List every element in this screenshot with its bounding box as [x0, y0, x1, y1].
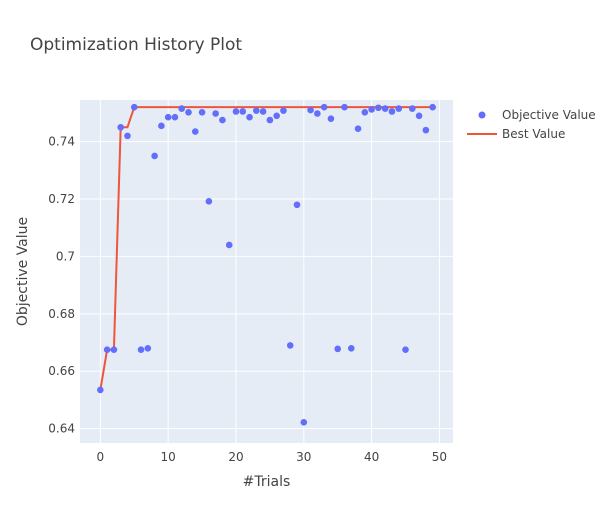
objective-value-point[interactable] [273, 112, 280, 120]
objective-value-point[interactable] [415, 112, 423, 120]
objective-value-point[interactable] [171, 113, 179, 121]
objective-value-point[interactable] [246, 113, 253, 121]
objective-value-point[interactable] [307, 106, 314, 114]
objective-value-point[interactable] [212, 110, 219, 117]
objective-value-point[interactable] [388, 108, 396, 115]
objective-value-point[interactable] [300, 419, 308, 426]
objective-value-point[interactable] [198, 109, 206, 116]
objective-value-point[interactable] [368, 106, 375, 113]
x-tick-label: 40 [364, 450, 379, 464]
objective-value-point[interactable] [314, 110, 321, 117]
objective-value-point[interactable] [402, 346, 409, 354]
y-tick-label: 0.66 [48, 364, 75, 378]
legend-item-objective[interactable]: Objective Value [478, 108, 596, 122]
y-tick-label: 0.7 [56, 249, 75, 263]
y-axis-title: Objective Value [15, 217, 31, 326]
y-tick-label: 0.72 [48, 192, 75, 206]
objective-value-point[interactable] [110, 346, 118, 354]
x-axis-ticks: 0 10 20 30 40 50 [97, 450, 448, 464]
x-axis-title: #Trials [243, 474, 291, 490]
legend-marker-icon [478, 111, 486, 119]
objective-value-point[interactable] [191, 128, 199, 135]
chart-title: Optimization History Plot [30, 35, 242, 55]
objective-value-point[interactable] [259, 108, 267, 115]
x-tick-label: 30 [296, 450, 311, 464]
y-tick-label: 0.68 [48, 307, 75, 321]
y-tick-label: 0.74 [48, 135, 75, 149]
objective-value-point[interactable] [232, 108, 240, 115]
objective-value-point[interactable] [219, 116, 226, 124]
objective-value-point[interactable] [239, 108, 247, 115]
objective-value-point[interactable] [422, 126, 430, 134]
objective-value-point[interactable] [280, 107, 287, 114]
x-tick-label: 10 [161, 450, 176, 464]
objective-value-point[interactable] [286, 342, 294, 349]
objective-value-point[interactable] [144, 344, 152, 352]
legend-label-best: Best Value [502, 127, 565, 141]
objective-value-point[interactable] [130, 103, 138, 111]
objective-value-point[interactable] [151, 152, 158, 160]
objective-value-point[interactable] [347, 344, 355, 352]
objective-value-point[interactable] [341, 103, 348, 111]
legend-item-best[interactable]: Best Value [467, 127, 565, 141]
objective-value-point[interactable] [266, 116, 274, 124]
x-tick-label: 20 [228, 450, 243, 464]
objective-value-point[interactable] [117, 123, 124, 131]
objective-value-point[interactable] [205, 198, 213, 205]
x-tick-label: 50 [432, 450, 447, 464]
objective-value-point[interactable] [334, 345, 342, 353]
objective-value-point[interactable] [327, 115, 335, 122]
objective-value-point[interactable] [354, 125, 362, 133]
objective-value-point[interactable] [253, 107, 260, 114]
objective-value-point[interactable] [409, 105, 416, 112]
objective-value-point[interactable] [429, 103, 436, 111]
objective-value-point[interactable] [225, 241, 233, 249]
plot-area [80, 100, 453, 443]
objective-value-point[interactable] [103, 346, 111, 354]
y-axis-ticks: 0.64 0.66 0.68 0.7 0.72 0.74 [48, 135, 75, 436]
objective-value-point[interactable] [158, 122, 165, 130]
objective-value-point[interactable] [185, 109, 192, 116]
x-tick-label: 0 [97, 450, 105, 464]
objective-value-point[interactable] [381, 105, 389, 112]
legend[interactable]: Objective Value Best Value [467, 108, 596, 141]
objective-value-point[interactable] [395, 105, 403, 112]
grid-lines [80, 100, 453, 443]
objective-value-points [97, 103, 436, 426]
legend-label-objective: Objective Value [502, 108, 596, 122]
objective-value-point[interactable] [97, 386, 104, 394]
objective-value-point[interactable] [164, 113, 172, 121]
objective-value-point[interactable] [320, 103, 328, 111]
objective-value-point[interactable] [375, 104, 382, 112]
objective-value-point[interactable] [137, 346, 145, 354]
objective-value-point[interactable] [293, 201, 301, 209]
objective-value-point[interactable] [124, 132, 131, 140]
y-tick-label: 0.64 [48, 422, 75, 436]
objective-value-point[interactable] [361, 109, 369, 116]
objective-value-point[interactable] [178, 105, 186, 112]
